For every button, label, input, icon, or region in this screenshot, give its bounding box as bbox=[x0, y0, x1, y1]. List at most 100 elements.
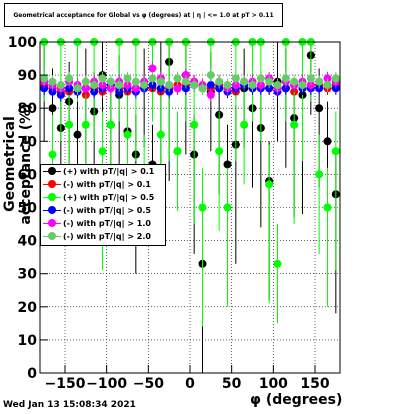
y-tick-label: 50 bbox=[18, 201, 38, 217]
series-5 bbox=[40, 68, 340, 95]
x-tick-label: 50 bbox=[222, 376, 242, 392]
data-point bbox=[281, 74, 290, 83]
data-point bbox=[40, 74, 49, 83]
data-point bbox=[156, 130, 165, 139]
data-point bbox=[56, 81, 65, 90]
data-point bbox=[65, 74, 74, 83]
x-tick-label: 0 bbox=[185, 376, 195, 392]
y-tick-label: 100 bbox=[8, 35, 37, 51]
axes: −150 −100 −50 0 50 100 150 0 10 20 30 40 50 60 70 80 90 1… bbox=[8, 35, 330, 392]
data-point bbox=[48, 77, 57, 86]
data-point bbox=[256, 74, 265, 83]
data-point bbox=[73, 84, 82, 93]
data-point bbox=[115, 81, 124, 90]
data-point bbox=[181, 77, 190, 86]
y-axis-label: Geometrical acceptance (%) bbox=[2, 103, 34, 225]
legend-marker bbox=[41, 217, 63, 230]
legend-marker bbox=[41, 230, 63, 243]
y-tick-label: 10 bbox=[18, 333, 38, 349]
legend-label: (-) with pT/|q| > 0.1 bbox=[63, 180, 151, 189]
data-point bbox=[148, 74, 157, 83]
data-point bbox=[123, 130, 132, 139]
y-tick-label: 30 bbox=[18, 267, 38, 283]
data-point bbox=[231, 74, 240, 83]
y-tick-label: 60 bbox=[18, 167, 38, 183]
data-point bbox=[206, 81, 215, 90]
data-point bbox=[106, 120, 115, 129]
data-point bbox=[190, 81, 199, 90]
legend-label: (-) with pT/|q| > 0.5 bbox=[63, 206, 151, 215]
data-point bbox=[81, 77, 90, 86]
data-point bbox=[323, 203, 332, 212]
legend-entry: (-) with pT/|q| > 2.0 bbox=[41, 230, 165, 243]
legend-label: (+) with pT/|q| > 0.5 bbox=[63, 193, 155, 202]
x-tick-label: 100 bbox=[259, 376, 288, 392]
data-point bbox=[223, 203, 232, 212]
x-tick-label: 150 bbox=[300, 376, 329, 392]
legend-marker bbox=[41, 178, 63, 191]
data-point bbox=[273, 81, 282, 90]
data-point bbox=[323, 137, 332, 146]
data-point bbox=[248, 81, 257, 90]
data-point bbox=[65, 120, 74, 129]
y-tick-label: 40 bbox=[18, 234, 38, 250]
data-point bbox=[48, 150, 57, 159]
data-point bbox=[173, 74, 182, 83]
data-point bbox=[306, 74, 315, 83]
y-tick-label: 70 bbox=[18, 134, 38, 150]
data-point bbox=[165, 81, 174, 90]
data-point bbox=[198, 203, 207, 212]
legend-entry: (-) with pT/|q| > 1.0 bbox=[41, 217, 165, 230]
data-point bbox=[173, 84, 182, 93]
data-point bbox=[206, 90, 215, 99]
legend-marker bbox=[41, 165, 63, 178]
data-point bbox=[315, 77, 324, 86]
legend-entry: (+) with pT/|q| > 0.1 bbox=[41, 165, 165, 178]
data-point bbox=[206, 71, 215, 80]
data-point bbox=[90, 81, 99, 90]
data-point bbox=[215, 77, 224, 86]
data-point bbox=[156, 77, 165, 86]
data-point bbox=[173, 147, 182, 156]
legend-entry: (-) with pT/|q| > 0.1 bbox=[41, 178, 165, 191]
data-point bbox=[140, 81, 149, 90]
data-point bbox=[48, 104, 57, 113]
data-point bbox=[81, 120, 90, 129]
x-axis-label: φ (degrees) bbox=[250, 392, 343, 408]
data-point bbox=[265, 77, 274, 86]
data-point bbox=[123, 74, 132, 83]
data-point bbox=[290, 77, 299, 86]
legend: (+) with pT/|q| > 0.1 (-) with pT/|q| > 0… bbox=[40, 164, 166, 246]
data-point bbox=[98, 147, 107, 156]
data-point bbox=[240, 120, 249, 129]
legend-label: (+) with pT/|q| > 0.1 bbox=[63, 167, 155, 176]
data-point bbox=[290, 120, 299, 129]
data-point bbox=[106, 77, 115, 86]
chart-title: Geometrical acceptance for Global vs φ (… bbox=[4, 3, 283, 27]
data-point bbox=[190, 120, 199, 129]
data-point bbox=[315, 104, 324, 113]
x-tick-label: −50 bbox=[133, 376, 164, 392]
data-point bbox=[98, 74, 107, 83]
legend-label: (-) with pT/|q| > 1.0 bbox=[63, 219, 151, 228]
data-point bbox=[323, 81, 332, 90]
legend-label: (-) with pT/|q| > 2.0 bbox=[63, 232, 151, 241]
data-point bbox=[131, 77, 140, 86]
data-point bbox=[273, 259, 282, 268]
data-point bbox=[73, 130, 82, 139]
data-point bbox=[331, 74, 340, 83]
y-tick-label: 80 bbox=[18, 101, 38, 117]
y-tick-label: 20 bbox=[18, 300, 38, 316]
data-point bbox=[198, 84, 207, 93]
data-point bbox=[331, 147, 340, 156]
legend-marker bbox=[41, 191, 63, 204]
data-point bbox=[265, 180, 274, 189]
data-point bbox=[215, 147, 224, 156]
legend-entry: (-) with pT/|q| > 0.5 bbox=[41, 204, 165, 217]
x-tick-label: −150 bbox=[45, 376, 86, 392]
timestamp: Wed Jan 13 15:08:34 2021 bbox=[3, 400, 136, 410]
data-point bbox=[315, 170, 324, 179]
data-point bbox=[148, 64, 157, 73]
y-tick-label: 90 bbox=[18, 68, 38, 84]
data-point bbox=[240, 77, 249, 86]
